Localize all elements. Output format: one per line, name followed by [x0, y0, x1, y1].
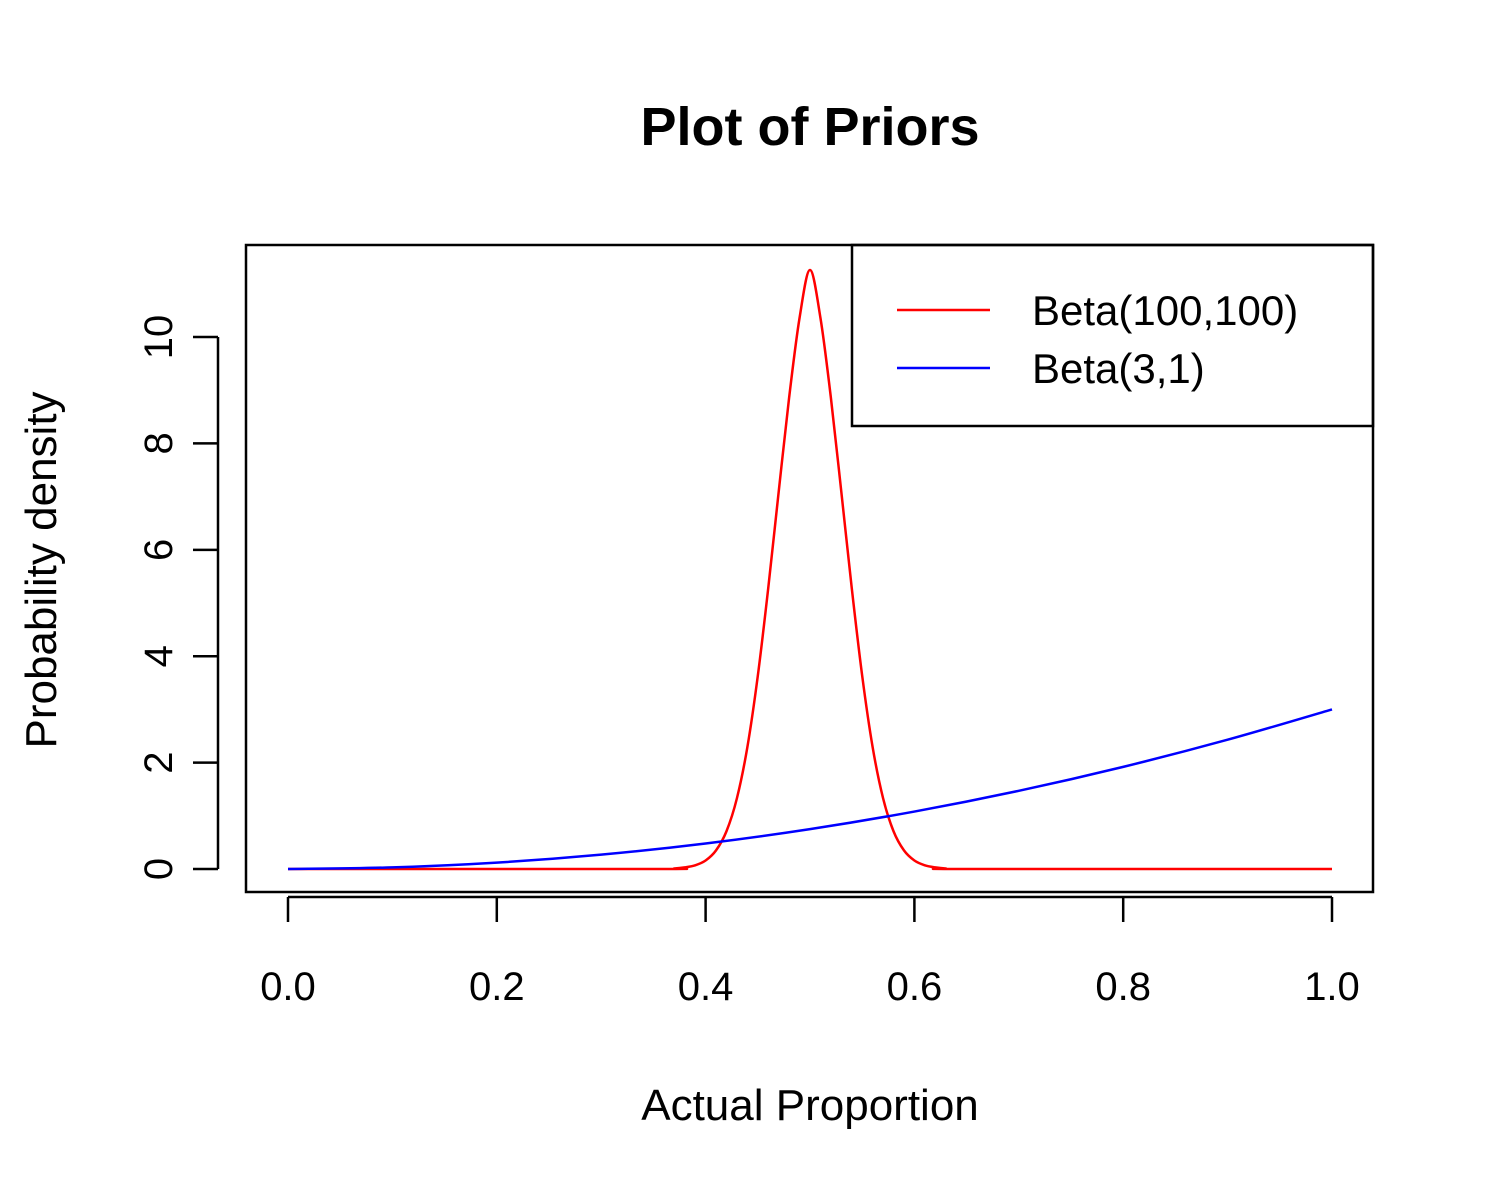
x-tick-label: 0.8: [1095, 965, 1151, 1009]
legend-box: [850, 243, 1375, 428]
x-tick-label: 0.0: [260, 965, 316, 1009]
y-tick-label: 6: [137, 539, 181, 561]
y-tick-label: 4: [137, 645, 181, 667]
x-tick-label: 0.2: [469, 965, 525, 1009]
y-tick-label: 8: [137, 432, 181, 454]
y-tick-label: 0: [137, 858, 181, 880]
x-axis-label: Actual Proportion: [641, 1081, 979, 1130]
y-tick-label: 10: [137, 315, 181, 360]
plot-frame: [244, 243, 1375, 894]
legend: Beta(100,100) Beta(3,1): [850, 243, 1375, 428]
series-line-1: [288, 268, 1332, 871]
y-tick-label: 2: [137, 751, 181, 773]
series-line-2: [287, 708, 1333, 871]
x-tick-label: 0.4: [678, 965, 734, 1009]
x-tick-label: 0.6: [887, 965, 943, 1009]
chart-title: Plot of Priors: [640, 97, 979, 157]
y-axis-label: Probability density: [17, 391, 66, 748]
legend-label: Beta(100,100): [1032, 287, 1298, 334]
x-tick-label: 1.0: [1304, 965, 1360, 1009]
series-layer: [287, 268, 1333, 871]
x-axis: 0.0 0.2 0.4 0.6 0.8 1.0: [260, 895, 1360, 1009]
legend-label: Beta(3,1): [1032, 345, 1205, 392]
y-axis: 0 2 4 6 8 10: [137, 315, 220, 880]
